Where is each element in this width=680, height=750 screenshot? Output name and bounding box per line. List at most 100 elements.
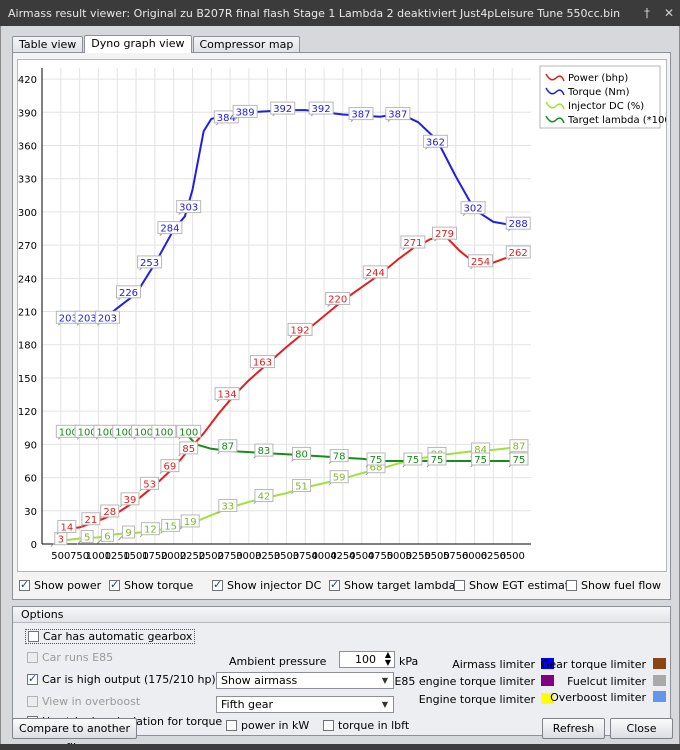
torque-lbft-checkbox[interactable]: torque in lbft — [323, 719, 409, 732]
show-egt-estimate-checkbox[interactable]: Show EGT estimate — [454, 579, 576, 592]
data-label: 387 — [385, 107, 411, 122]
data-label-box — [100, 528, 114, 542]
checkbox-box[interactable] — [28, 631, 39, 642]
tab-table-view[interactable]: Table view — [12, 36, 84, 53]
data-label: 100 — [176, 424, 202, 440]
y-tick-label: 210 — [18, 308, 37, 319]
checkbox-box[interactable] — [226, 720, 237, 731]
checkbox-box[interactable] — [27, 696, 38, 707]
y-tick-label: 180 — [18, 341, 37, 352]
data-label-box — [325, 291, 351, 305]
data-label: 3 — [50, 532, 68, 548]
power-kw-label: power in kW — [241, 719, 310, 732]
y-tick-label: 30 — [24, 507, 37, 518]
data-label-text: 21 — [85, 515, 98, 526]
data-label-text: 392 — [273, 104, 292, 115]
legend-label-2: Injector DC (%) — [568, 101, 644, 112]
data-label-text: 392 — [312, 104, 331, 115]
data-label-box — [422, 134, 448, 148]
checkbox-box[interactable] — [109, 578, 120, 591]
data-label-text: 100 — [59, 427, 78, 438]
data-label-box — [161, 518, 181, 532]
data-label-box — [116, 285, 142, 299]
data-label: 303 — [176, 200, 202, 215]
show-power-checkbox[interactable]: Show power — [19, 578, 102, 592]
dyno-tab-page: 0 30 60 90 120 150 180 210 240 270 300 330 360 390 420… — [12, 52, 671, 600]
engine-torque-limiter-label: Engine torque limiter — [418, 693, 535, 706]
series-line-0 — [60, 234, 517, 531]
engine-torque-limiter-swatch — [541, 693, 554, 704]
data-label-box — [94, 310, 120, 324]
y-tick-label: 420 — [18, 75, 37, 86]
data-label-text: 389 — [236, 107, 255, 118]
data-label-box — [362, 265, 388, 279]
checkbox-box[interactable] — [19, 578, 30, 591]
x-tick-label: 2000 — [161, 551, 186, 562]
ambient-unit-label: kPa — [399, 655, 419, 668]
spin-arrows-icon[interactable]: ▲ ▼ — [384, 650, 391, 667]
show-mode-select[interactable]: Show airmass ▼ — [216, 672, 394, 689]
data-label-text: 100 — [154, 427, 173, 438]
data-label-box — [120, 492, 140, 506]
automatic-gearbox-label: Car has automatic gearbox — [43, 630, 193, 643]
data-label-text: 42 — [258, 492, 271, 503]
data-label: 271 — [400, 235, 426, 251]
ambient-pressure-input[interactable]: 100 ▲ ▼ — [339, 651, 395, 668]
x-tick-label: 3750 — [293, 551, 318, 562]
show-power-label: Show power — [34, 579, 102, 592]
high-output-checkbox[interactable]: Car is high output (175/210 hp) — [27, 672, 216, 686]
automatic-gearbox-checkbox[interactable]: Car has automatic gearbox — [25, 629, 196, 644]
legend-swatch-0 — [545, 73, 565, 82]
pin-icon[interactable]: † — [644, 6, 650, 20]
close-button[interactable]: Close — [610, 718, 673, 739]
compare-file-button[interactable]: Compare to another file — [12, 718, 137, 750]
checkbox-box[interactable] — [212, 578, 223, 591]
checkbox-box[interactable] — [323, 720, 334, 731]
y-tick-label: 270 — [18, 241, 37, 252]
data-label-box — [218, 439, 238, 453]
data-label: 362 — [422, 134, 448, 150]
chevron-down-icon[interactable]: ▼ — [381, 700, 388, 709]
view-overboost-label: View in overboost — [42, 695, 141, 708]
show-egt-estimate-label: Show EGT estimate — [469, 579, 576, 592]
data-label: 42 — [253, 489, 274, 504]
show-injector-dc-checkbox[interactable]: Show injector DC — [212, 578, 321, 592]
window-client: Table view Dyno graph view Compressor ma… — [0, 26, 680, 750]
checkbox-box[interactable] — [329, 578, 340, 591]
runs-e85-checkbox[interactable]: Car runs E85 — [27, 651, 113, 664]
show-torque-checkbox[interactable]: Show torque — [109, 578, 193, 592]
view-overboost-checkbox[interactable]: View in overboost — [27, 695, 140, 708]
checkbox-box[interactable] — [27, 672, 38, 685]
data-label: 163 — [249, 355, 275, 370]
data-label-box — [218, 498, 238, 512]
chevron-down-icon[interactable]: ▼ — [381, 676, 388, 685]
data-label-text: 84 — [474, 445, 487, 456]
data-label-text: 53 — [143, 479, 156, 490]
gear-select[interactable]: Fifth gear ▼ — [216, 696, 394, 713]
data-label-text: 387 — [351, 110, 370, 121]
close-icon[interactable]: ✕ — [663, 6, 675, 20]
tab-dyno-graph-view[interactable]: Dyno graph view — [84, 35, 192, 53]
checkbox-box[interactable] — [27, 652, 38, 663]
x-tick-label: 5250 — [405, 551, 430, 562]
data-label-box — [270, 101, 296, 115]
show-target-lambda-checkbox[interactable]: Show target lambda — [329, 578, 455, 592]
data-label: 21 — [80, 512, 101, 528]
power-kw-checkbox[interactable]: power in kW — [226, 719, 309, 732]
data-label: 226 — [116, 285, 142, 301]
refresh-button[interactable]: Refresh — [542, 718, 605, 739]
x-tick-label: 3000 — [236, 551, 261, 562]
x-tick-label: 5500 — [424, 551, 449, 562]
data-label-box — [427, 452, 447, 466]
data-label-box — [329, 449, 349, 463]
title-bar: Airmass result viewer: Original zu B207R… — [0, 0, 680, 26]
show-fuel-flow-checkbox[interactable]: Show fuel flow — [566, 579, 661, 592]
data-label: 387 — [348, 107, 374, 122]
dyno-chart: 0 30 60 90 120 150 180 210 240 270 300 330 360 390 420… — [17, 59, 667, 572]
tab-compressor-map[interactable]: Compressor map — [192, 36, 301, 53]
x-tick-label: 1500 — [123, 551, 148, 562]
data-label-text: 284 — [160, 224, 179, 235]
checkbox-box[interactable] — [566, 580, 577, 591]
data-label: 5 — [76, 529, 94, 545]
checkbox-box[interactable] — [454, 580, 465, 591]
